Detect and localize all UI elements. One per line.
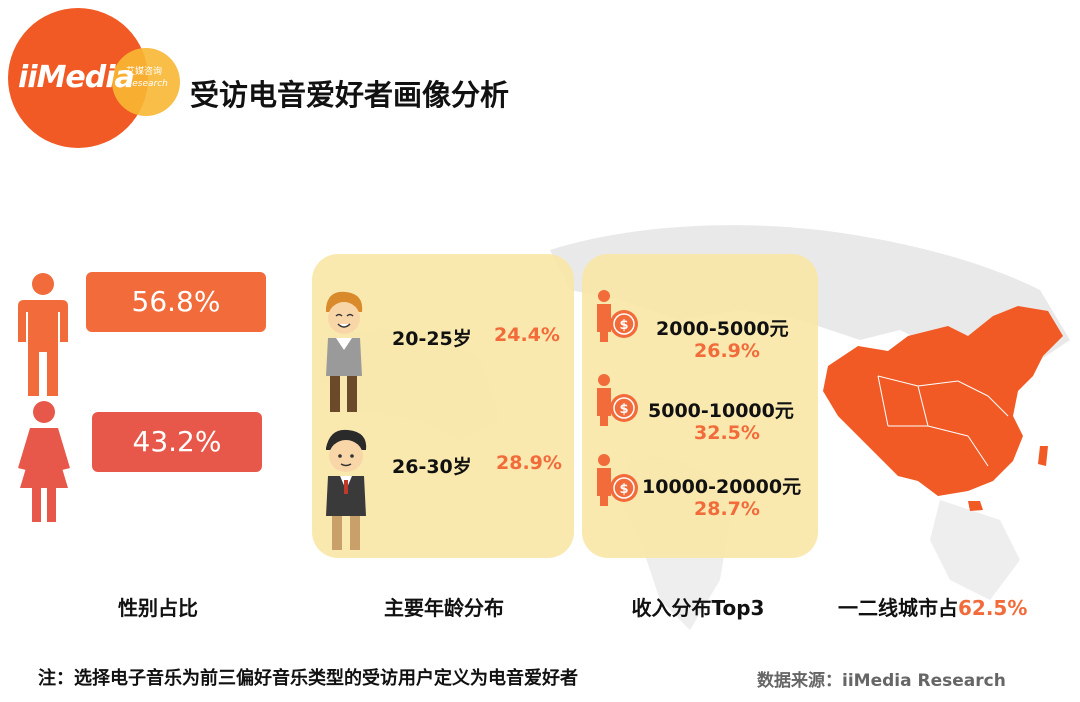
age-range-2: 26-30岁 — [392, 456, 472, 478]
logo-sub-en: Research — [126, 79, 168, 89]
logo-accent-circle — [112, 48, 180, 116]
income-pct-1: 26.9% — [694, 340, 760, 362]
age-caption: 主要年龄分布 — [384, 596, 504, 620]
income-pct-3: 28.7% — [694, 498, 760, 520]
businessman-icon — [326, 429, 367, 550]
age-pct-2: 28.9% — [496, 452, 562, 474]
city-caption-pct: 62.5% — [958, 596, 1028, 620]
footnote: 注：选择电子音乐为前三偏好音乐类型的受访用户定义为电音爱好者 — [38, 668, 578, 689]
page-title: 受访电音爱好者画像分析 — [190, 78, 510, 112]
income-range-3: 10000-20000元 — [642, 476, 802, 498]
logo-text: iiMedia — [18, 60, 135, 95]
income-pct-2: 32.5% — [694, 422, 760, 444]
city-caption: 一二线城市占62.5% — [838, 592, 1058, 621]
data-source: 数据来源：iiMedia Research — [757, 671, 1006, 691]
young-man-icon — [326, 291, 363, 412]
female-percentage: 43.2% — [92, 412, 262, 472]
money-person-icon: $ — [597, 290, 638, 342]
svg-text:$: $ — [619, 318, 628, 333]
male-percentage: 56.8% — [86, 272, 266, 332]
china-map — [823, 306, 1063, 511]
money-person-icon: $ — [597, 374, 638, 426]
city-caption-text: 一二线城市占 — [838, 596, 958, 620]
gender-caption: 性别占比 — [118, 596, 198, 620]
logo-sub-cn: 艾媒咨询 — [126, 67, 163, 77]
svg-text:$: $ — [619, 482, 628, 497]
svg-text:$: $ — [619, 402, 628, 417]
logo-subtitle: 艾媒咨询 Research — [126, 66, 176, 90]
income-caption: 收入分布Top3 — [631, 596, 765, 620]
female-icon — [18, 401, 70, 522]
income-range-1: 2000-5000元 — [656, 318, 789, 340]
age-range-1: 20-25岁 — [392, 328, 472, 350]
income-range-2: 5000-10000元 — [648, 400, 794, 422]
money-person-icon: $ — [597, 454, 638, 506]
male-icon — [18, 273, 68, 396]
age-pct-1: 24.4% — [494, 324, 560, 346]
